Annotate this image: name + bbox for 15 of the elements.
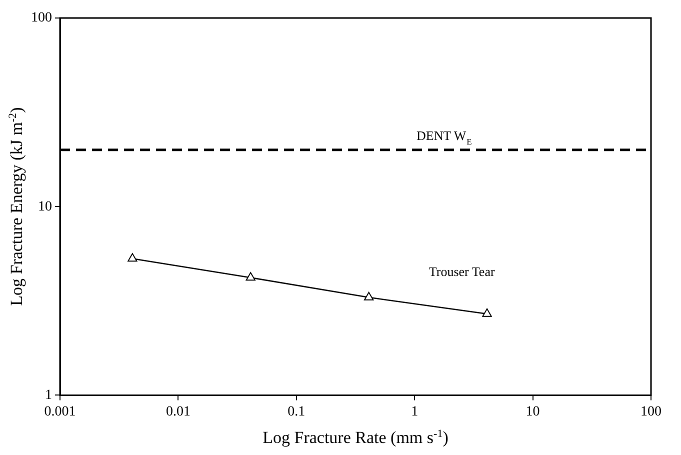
- y-tick-label: 100: [31, 10, 52, 26]
- x-tick-label: 10: [526, 404, 540, 420]
- x-tick-label: 1: [411, 404, 418, 420]
- point: [482, 308, 492, 317]
- y-axis-title: Log Fracture Energy (kJ m-2): [7, 107, 26, 306]
- point: [128, 253, 138, 262]
- x-tick-label: 0.1: [288, 404, 306, 420]
- y-tick-label: 1: [45, 388, 52, 403]
- x-tick-label: 0.001: [44, 404, 76, 420]
- point: [364, 292, 374, 300]
- text: Trouser Tear: [428, 264, 496, 279]
- y-tick-label: 10: [38, 199, 52, 214]
- point: [246, 272, 256, 281]
- x-tick-label: 0.01: [166, 404, 190, 420]
- x-tick-label: 100: [640, 404, 662, 420]
